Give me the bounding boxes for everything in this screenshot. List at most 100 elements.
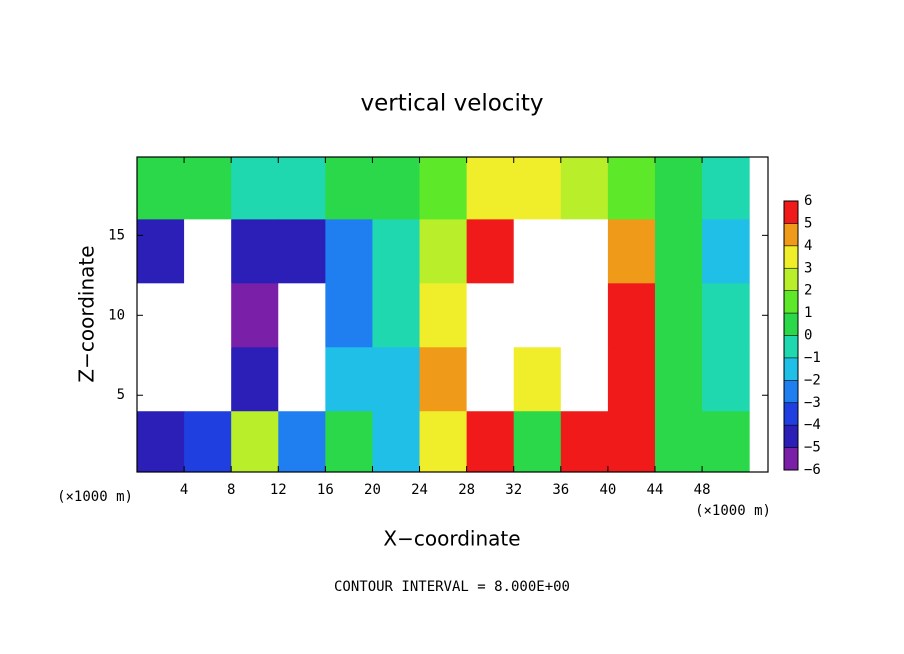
heat-cell <box>513 283 562 348</box>
x-tick-label: 12 <box>270 482 287 498</box>
heat-cell <box>419 157 468 220</box>
heat-cell <box>278 157 326 220</box>
heat-cell <box>560 157 609 220</box>
colorbar-swatch <box>784 313 798 336</box>
heat-cell <box>513 157 562 220</box>
x-tick-label: 36 <box>552 482 569 498</box>
heat-cell <box>654 219 703 284</box>
heat-cell <box>372 157 421 220</box>
colorbar-tick-label: 4 <box>804 238 812 254</box>
heat-cell <box>560 283 609 348</box>
x-tick-label: 32 <box>505 482 522 498</box>
heat-cell <box>419 347 468 412</box>
x-tick-label: 28 <box>458 482 475 498</box>
colorbar-swatch <box>784 268 798 291</box>
heat-cell <box>466 157 515 220</box>
heat-cell <box>607 411 656 472</box>
heat-cell <box>560 411 609 472</box>
colorbar-swatch <box>784 201 798 224</box>
heat-cell <box>702 411 750 472</box>
colorbar-tick-label: 2 <box>804 283 812 299</box>
heat-cell <box>231 283 279 348</box>
y-tick-label: 5 <box>117 387 125 403</box>
heat-cell <box>184 347 232 412</box>
heat-cell <box>325 219 373 284</box>
colorbar-tick-label: −2 <box>804 372 821 388</box>
heat-cell <box>466 347 515 412</box>
heat-cell <box>607 347 656 412</box>
heat-cell <box>513 219 562 284</box>
heat-cell <box>231 219 279 284</box>
heat-cell <box>325 411 373 472</box>
heat-cell <box>184 219 232 284</box>
colorbar-tick-label: 0 <box>804 328 812 344</box>
heat-cell <box>654 347 703 412</box>
heat-cell <box>372 347 421 412</box>
heat-cell <box>137 283 185 348</box>
x-axis-label: X−coordinate <box>383 527 520 551</box>
colorbar-tick-label: 3 <box>804 260 812 276</box>
colorbar-tick-label: 6 <box>804 193 812 209</box>
heat-cell <box>372 283 421 348</box>
colorbar-swatch <box>784 402 798 426</box>
heat-cell <box>231 157 279 220</box>
heat-cell <box>137 411 185 472</box>
heat-cell <box>419 283 468 348</box>
plot-frame <box>136 156 769 473</box>
colorbar-tick-label: −3 <box>804 395 821 411</box>
x-unit: (×1000 m) <box>695 503 771 519</box>
chart-title: vertical velocity <box>361 91 544 117</box>
x-tick-label: 4 <box>180 482 188 498</box>
colorbar-swatch <box>784 245 798 269</box>
x-tick-label: 20 <box>364 482 381 498</box>
x-tick-label: 8 <box>227 482 235 498</box>
heat-cell <box>702 347 750 412</box>
colorbar-tick-label: −4 <box>804 417 821 433</box>
heat-cell <box>372 219 421 284</box>
heat-cell <box>607 219 656 284</box>
heat-cell <box>466 283 515 348</box>
heat-cell <box>184 283 232 348</box>
heat-cell <box>184 411 232 472</box>
heat-cell <box>419 411 468 472</box>
colorbar-tick-label: 1 <box>804 305 812 321</box>
heat-cell <box>278 219 326 284</box>
heat-cell <box>654 411 703 472</box>
heat-cell <box>325 347 373 412</box>
footer-note: CONTOUR INTERVAL = 8.000E+00 <box>334 579 570 595</box>
heat-cell <box>137 219 185 284</box>
heat-cell <box>231 411 279 472</box>
heat-cell <box>325 157 373 220</box>
heat-cell <box>607 283 656 348</box>
heat-cell <box>419 219 468 284</box>
heat-cell <box>702 157 750 220</box>
heat-cell <box>137 157 185 220</box>
colorbar-swatch <box>784 425 798 448</box>
heat-cell <box>231 347 279 412</box>
x-tick-label: 16 <box>317 482 334 498</box>
heat-cell <box>654 157 703 220</box>
colorbar-swatch <box>784 447 798 471</box>
colorbar-tick-label: 5 <box>804 215 812 231</box>
heat-cell <box>466 411 515 472</box>
heat-cell <box>278 411 326 472</box>
heat-cell <box>513 347 562 412</box>
heat-cell <box>184 157 232 220</box>
colorbar-tick-label: −6 <box>804 462 821 478</box>
y-tick-label: 15 <box>108 227 125 243</box>
colorbar-swatch <box>784 380 798 404</box>
colorbar-swatch <box>784 335 798 359</box>
heat-cell <box>560 347 609 412</box>
heat-cell <box>372 411 421 472</box>
x-tick-label: 40 <box>599 482 616 498</box>
x-tick-label: 48 <box>694 482 711 498</box>
heat-cell <box>278 347 326 412</box>
colorbar-tick-label: −1 <box>804 350 821 366</box>
heat-cell <box>466 219 515 284</box>
colorbar-swatch <box>784 357 798 381</box>
heat-cell <box>607 157 656 220</box>
y-tick-label: 10 <box>108 307 125 323</box>
heat-cell <box>560 219 609 284</box>
x-tick-label: 24 <box>411 482 428 498</box>
